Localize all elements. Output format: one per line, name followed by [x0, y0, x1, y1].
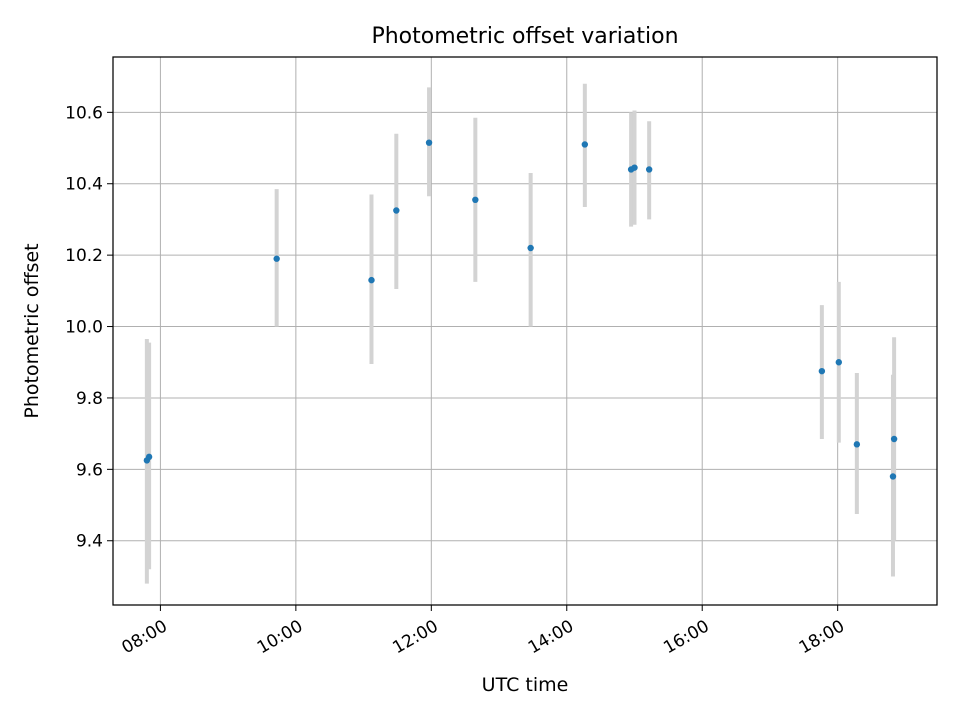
y-tick-label: 10.0: [65, 318, 103, 338]
y-tick-label: 9.4: [76, 532, 103, 552]
x-axis-label: UTC time: [482, 674, 569, 696]
data-point: [273, 255, 280, 262]
data-point: [472, 196, 479, 204]
data-point: [425, 139, 433, 146]
chart-title: Photometric offset variation: [371, 24, 678, 49]
y-axis-label: Photometric offset: [21, 243, 43, 418]
data-point: [645, 166, 653, 173]
data-point: [853, 441, 861, 448]
y-tick-label: 10.2: [65, 246, 103, 266]
data-points: [143, 139, 898, 480]
y-axis-ticks: 9.4 9.6 9.8 10.0 10.2 10.4 10.6: [65, 103, 113, 552]
plot-frame: [112, 56, 938, 606]
data-point: [631, 164, 638, 171]
y-tick-label: 10.4: [65, 175, 103, 195]
y-tick-label: 9.8: [76, 389, 103, 409]
data-point: [581, 141, 589, 148]
y-tick-label: 10.6: [65, 103, 103, 123]
data-point: [890, 435, 898, 443]
data-point: [145, 453, 153, 461]
y-tick-label: 9.6: [76, 460, 103, 480]
data-point: [527, 244, 534, 252]
data-point: [393, 207, 400, 214]
data-point: [889, 473, 897, 480]
data-point: [818, 367, 826, 375]
data-point: [835, 359, 842, 366]
data-point: [368, 276, 375, 284]
